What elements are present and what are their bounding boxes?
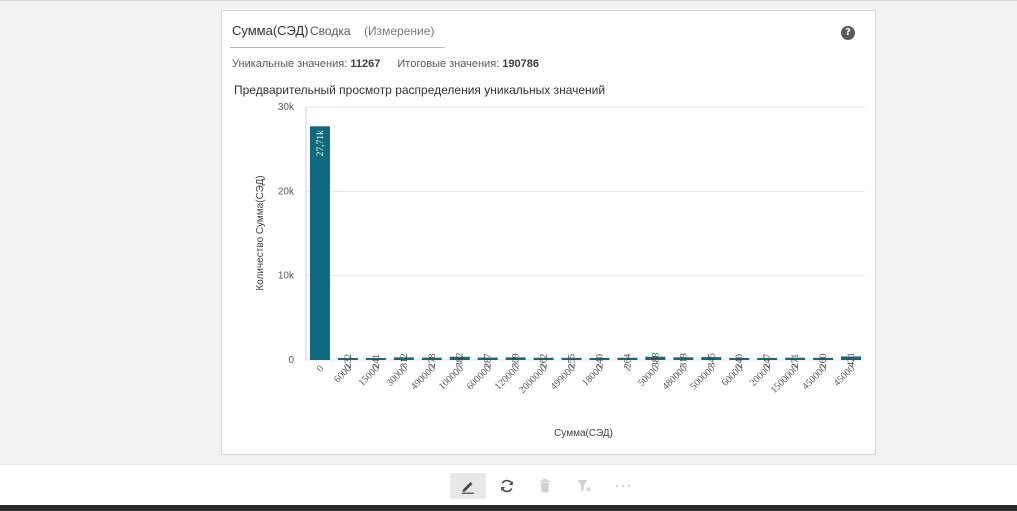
bar — [589, 357, 610, 360]
x-tick-label: 490000 — [409, 363, 438, 392]
bar-data-label: 309 — [512, 353, 522, 368]
bar-data-label: 255 — [568, 354, 578, 369]
bar — [617, 357, 638, 360]
x-tick-label: 500000 — [688, 363, 717, 392]
unique-values-label: Уникальные значения: — [232, 58, 348, 70]
bar — [841, 356, 862, 360]
bar-data-label: 421 — [847, 352, 857, 367]
x-tick-label: 2000000 — [517, 363, 550, 396]
bar-data-label: 271 — [791, 353, 801, 368]
bar-data-label: 319 — [679, 353, 689, 368]
field-title: Сумма(СЭД) — [232, 23, 309, 38]
bar-data-label: 241 — [372, 354, 382, 369]
distribution-chart: 010k20k30k27,71k023260002411500031230000… — [255, 102, 865, 439]
edit-button[interactable] — [450, 473, 486, 499]
bar — [561, 357, 582, 360]
taskbar-strip — [0, 505, 1017, 511]
panel-tabs: Сумма(СЭД) Сводка (Измерение) — [230, 11, 445, 48]
bar — [365, 357, 386, 360]
y-tick-label: 30k — [278, 102, 295, 113]
field-summary-panel: Сумма(СЭД) Сводка (Измерение) ? Уникальн… — [221, 10, 876, 455]
unique-values-count: 11267 — [350, 58, 381, 70]
bar — [533, 357, 554, 360]
tab-dimension[interactable]: (Измерение) — [364, 24, 435, 38]
bar-data-label: 345 — [707, 353, 717, 368]
bar-data-label: 264 — [623, 354, 633, 369]
delete-button[interactable] — [527, 473, 563, 499]
y-tick-label: 0 — [288, 355, 294, 366]
bar-data-label: 247 — [763, 354, 773, 369]
bar-data-label: 312 — [400, 353, 410, 368]
x-tick-label: 100000 — [437, 363, 466, 392]
bar — [757, 357, 778, 360]
bar-data-label: 260 — [819, 354, 829, 369]
x-tick-label: 450000 — [800, 363, 829, 392]
refresh-button[interactable] — [489, 473, 525, 499]
bar — [477, 357, 498, 360]
x-tick-label: 499000 — [549, 363, 578, 392]
bar-data-label: 382 — [456, 353, 466, 368]
total-values-count: 190786 — [502, 58, 539, 70]
bar — [421, 357, 442, 360]
x-tick-label: 480000 — [660, 363, 689, 392]
bar-data-label: 287 — [484, 353, 494, 368]
bar — [701, 357, 722, 360]
more-button[interactable] — [605, 473, 641, 499]
preview-title: Предварительный просмотр распределения у… — [234, 83, 606, 97]
bar — [673, 357, 694, 360]
y-tick-label: 10k — [278, 271, 295, 282]
bar-data-label: 262 — [540, 354, 550, 369]
bar-data-label: 240 — [735, 354, 745, 369]
filter-icon — [577, 480, 591, 492]
bar-data-label: 27,71k — [316, 130, 326, 156]
bar — [645, 356, 666, 360]
bar-data-label: 278 — [428, 353, 438, 368]
bar — [785, 357, 806, 360]
tab-summary[interactable]: Сводка — [310, 24, 351, 38]
x-tick-label: 1 — [622, 363, 633, 374]
more-icon — [615, 484, 631, 488]
y-axis-title: Количество Сумма(СЭД) — [255, 175, 266, 290]
pencil-icon — [462, 482, 474, 494]
bar-data-label: 232 — [344, 354, 354, 369]
stats-line: Уникальные значения: 11267 Итоговые знач… — [232, 58, 539, 70]
bar — [813, 357, 834, 360]
bar-data-label: 240 — [595, 354, 605, 369]
refresh-icon — [501, 479, 513, 493]
bar — [729, 357, 750, 360]
top-divider — [0, 0, 1017, 1]
x-tick-label: 0 — [315, 363, 326, 374]
trash-icon — [540, 479, 550, 493]
bar — [337, 358, 358, 360]
bar — [393, 357, 414, 360]
bar — [449, 356, 470, 360]
bar — [505, 357, 526, 360]
y-tick-label: 20k — [278, 186, 295, 197]
bar — [309, 126, 330, 360]
x-tick-label: 1500000 — [769, 363, 802, 396]
bottom-toolbar — [0, 464, 1017, 507]
filter-button[interactable] — [566, 473, 602, 499]
x-tick-label: 600000 — [465, 363, 494, 392]
total-values-label: Итоговые значения: — [397, 58, 500, 70]
question-circle-icon[interactable]: ? — [841, 26, 855, 40]
bar-data-label: 388 — [651, 352, 661, 367]
x-axis-title: Сумма(СЭД) — [554, 428, 613, 439]
